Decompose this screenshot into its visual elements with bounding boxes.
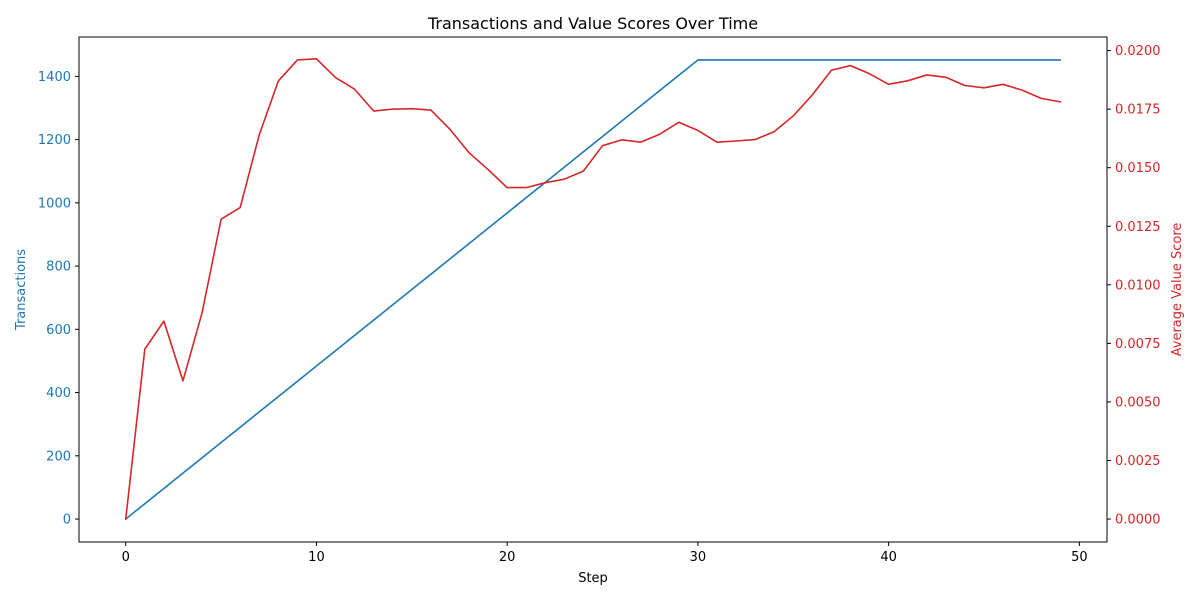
- x-tick-label: 50: [1071, 550, 1088, 565]
- y-left-tick-label: 200: [46, 449, 71, 464]
- x-axis: 0 10 20 30 40 50: [122, 542, 1088, 565]
- y-right-tick-label: 0.0050: [1115, 395, 1161, 410]
- y-axis-right-title: Average Value Score: [1170, 223, 1185, 357]
- y-right-tick-label: 0.0150: [1115, 161, 1161, 176]
- y-left-tick-label: 0: [63, 513, 71, 528]
- y-right-tick-label: 0.0175: [1115, 103, 1161, 118]
- y-left-tick-label: 600: [46, 323, 71, 338]
- y-right-tick-label: 0.0100: [1115, 278, 1161, 293]
- x-axis-title: Step: [578, 571, 608, 586]
- y-right-tick-label: 0.0025: [1115, 454, 1161, 469]
- y-left-tick-label: 400: [46, 386, 71, 401]
- x-tick-label: 20: [499, 550, 516, 565]
- y-left-tick-label: 800: [46, 260, 71, 275]
- y-left-tick-label: 1000: [38, 196, 71, 211]
- y-left-tick-label: 1400: [38, 70, 71, 85]
- y-right-tick-label: 0.0000: [1115, 513, 1161, 528]
- series-line-transactions: [124, 59, 1062, 521]
- x-tick-label: 0: [122, 550, 130, 565]
- series-line-average-value-score: [124, 57, 1062, 520]
- y-axis-right: 0.0000 0.0025 0.0050 0.0075 0.0100 0.0125 0.01…: [1107, 44, 1161, 528]
- plot-frame: [78, 36, 1108, 543]
- plot-area: [124, 57, 1062, 521]
- chart-title: Transactions and Value Scores Over Time: [427, 14, 758, 33]
- x-tick-label: 10: [308, 550, 325, 565]
- y-right-tick-label: 0.0125: [1115, 220, 1161, 235]
- y-left-tick-label: 1200: [38, 133, 71, 148]
- y-axis-left-title: Transactions: [14, 249, 29, 331]
- y-right-tick-label: 0.0075: [1115, 337, 1161, 352]
- y-right-tick-label: 0.0200: [1115, 44, 1161, 59]
- x-tick-label: 40: [880, 550, 897, 565]
- x-tick-label: 30: [690, 550, 707, 565]
- y-axis-left: 0 200 400 600 800 1000 1200 1400: [38, 70, 79, 528]
